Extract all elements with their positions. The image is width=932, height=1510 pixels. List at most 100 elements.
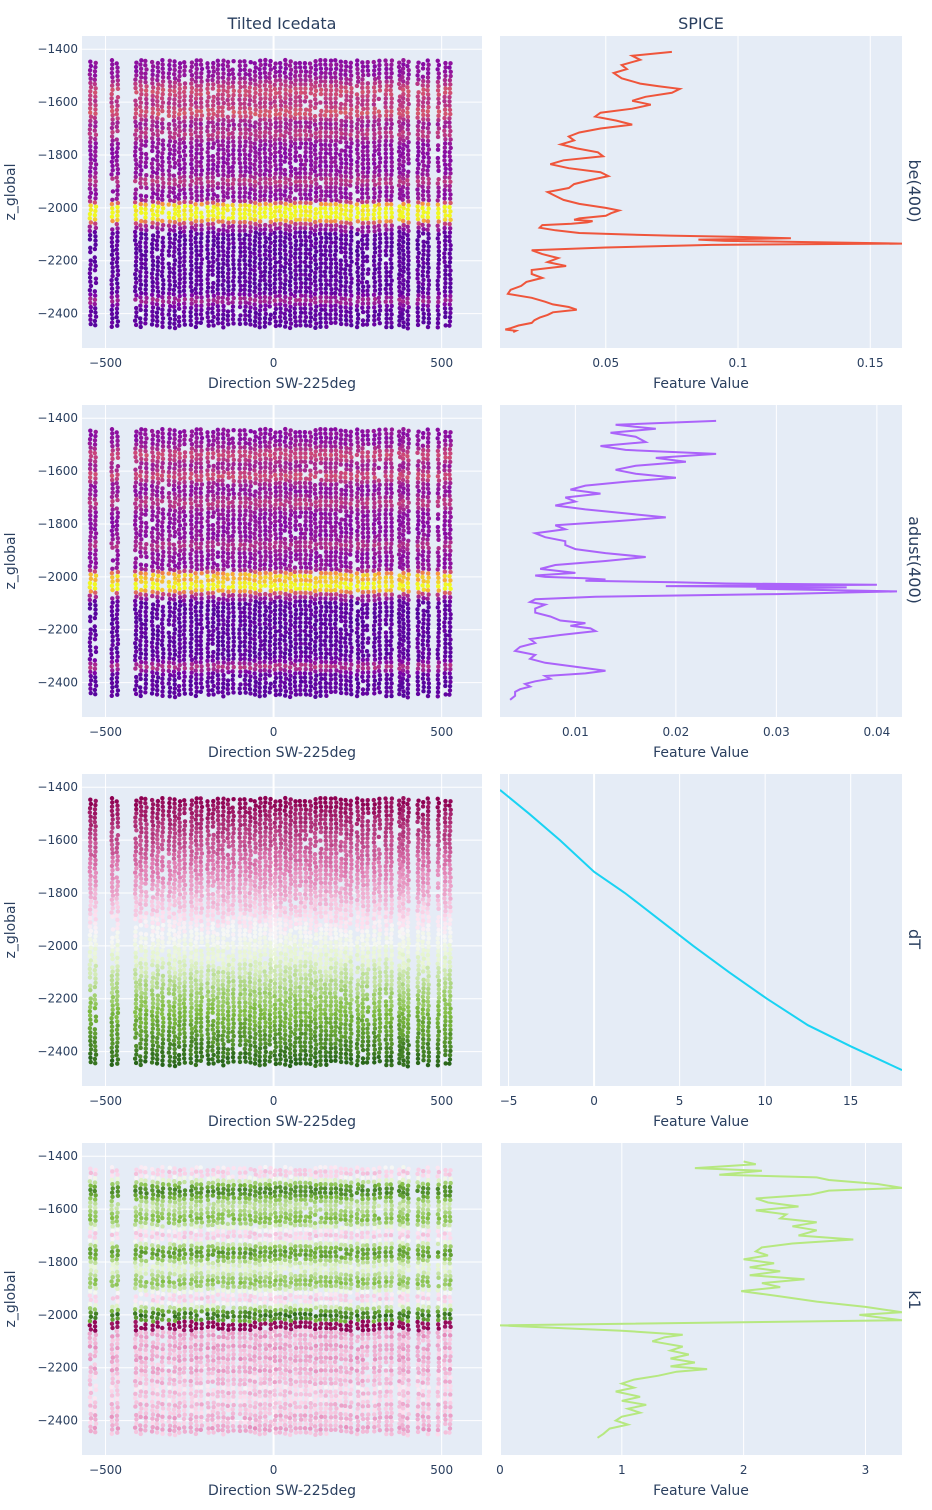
scatter-point <box>338 173 344 179</box>
scatter-point <box>283 121 289 126</box>
scatter-point <box>160 324 165 329</box>
scatter-point <box>397 259 402 264</box>
scatter-point <box>133 98 138 103</box>
scatter-point <box>420 150 426 156</box>
scatter-point <box>88 559 94 565</box>
scatter-point <box>268 257 273 263</box>
scatter-point <box>377 278 382 284</box>
scatter-point <box>355 168 360 173</box>
scatter-point <box>215 134 220 140</box>
scatter-point <box>199 558 204 563</box>
scatter-point <box>231 245 236 250</box>
scatter-point <box>303 141 309 146</box>
scatter-point <box>150 220 155 226</box>
scatter-point <box>333 117 339 122</box>
scatter-point <box>365 203 370 209</box>
scatter-point <box>297 73 303 78</box>
scatter-point <box>177 612 182 617</box>
scatter-point <box>182 674 187 679</box>
scatter-point <box>312 232 318 237</box>
scatter-point <box>160 87 166 93</box>
scatter-point <box>297 230 303 235</box>
scatter-point <box>171 300 177 305</box>
scatter-point <box>396 107 402 112</box>
scatter-point <box>396 276 402 281</box>
scatter-point <box>355 257 360 262</box>
scatter-point <box>172 470 177 475</box>
scatter-point <box>242 105 247 111</box>
scatter-point <box>114 154 120 159</box>
scatter-point <box>405 233 410 238</box>
scatter-point <box>133 276 139 281</box>
scatter-point <box>436 113 441 118</box>
scatter-point <box>283 74 289 80</box>
scatter-point <box>333 189 338 194</box>
scatter-point <box>182 543 187 548</box>
scatter-point <box>288 88 293 94</box>
scatter-point <box>283 66 289 71</box>
scatter-point <box>425 274 431 279</box>
scatter-point <box>248 296 253 302</box>
scatter-point <box>425 240 430 245</box>
scatter-point <box>283 83 288 88</box>
scatter-point <box>139 261 144 266</box>
scatter-point <box>323 159 328 165</box>
scatter-point <box>143 198 148 203</box>
scatter-point <box>193 579 199 584</box>
scatter-point <box>400 290 405 296</box>
scatter-point <box>247 263 252 268</box>
scatter-point <box>92 318 98 324</box>
scatter-point <box>406 275 411 280</box>
scatter-point <box>253 293 258 299</box>
scatter-point <box>288 67 294 73</box>
scatter-point <box>155 192 160 197</box>
scatter-point <box>237 148 242 153</box>
scatter-point <box>88 309 94 314</box>
scatter-point <box>166 664 172 669</box>
scatter-point <box>389 312 394 317</box>
scatter-point <box>401 62 406 67</box>
scatter-point <box>134 314 139 319</box>
scatter-point <box>273 306 279 312</box>
scatter-point <box>166 668 172 674</box>
scatter-point <box>205 472 210 477</box>
scatter-point <box>277 251 283 256</box>
scatter-point <box>243 88 248 94</box>
scatter-point <box>371 258 377 264</box>
scatter-point <box>167 520 172 526</box>
scatter-point <box>143 673 149 678</box>
scatter-point <box>206 298 211 303</box>
scatter-point <box>176 150 182 155</box>
scatter-point <box>384 109 389 114</box>
scatter-point <box>313 240 319 246</box>
scatter-point <box>110 596 115 601</box>
scatter-point <box>215 240 221 245</box>
scatter-point <box>115 141 121 146</box>
scatter-point <box>339 161 344 166</box>
scatter-point <box>366 284 371 289</box>
scatter-point <box>159 96 165 101</box>
scatter-point <box>115 569 121 575</box>
y-tick-label: −2000 <box>37 201 78 215</box>
scatter-point <box>194 257 199 262</box>
scatter-point <box>436 83 441 89</box>
scatter-point <box>328 295 334 300</box>
scatter-point <box>115 255 120 261</box>
scatter-point <box>172 262 177 267</box>
scatter-point <box>397 60 402 65</box>
scatter-point <box>343 313 349 319</box>
scatter-point <box>231 88 237 93</box>
scatter-point <box>313 156 319 161</box>
scatter-point <box>268 151 273 157</box>
scatter-point <box>349 204 354 209</box>
scatter-point <box>138 113 143 118</box>
scatter-point <box>143 550 148 555</box>
scatter-point <box>328 320 334 326</box>
scatter-point <box>278 280 283 286</box>
scatter-point <box>262 70 268 75</box>
scatter-point <box>328 261 334 266</box>
scatter-point <box>188 276 194 281</box>
scatter-point <box>226 140 231 145</box>
scatter-point <box>252 251 257 256</box>
scatter-point <box>109 104 115 109</box>
